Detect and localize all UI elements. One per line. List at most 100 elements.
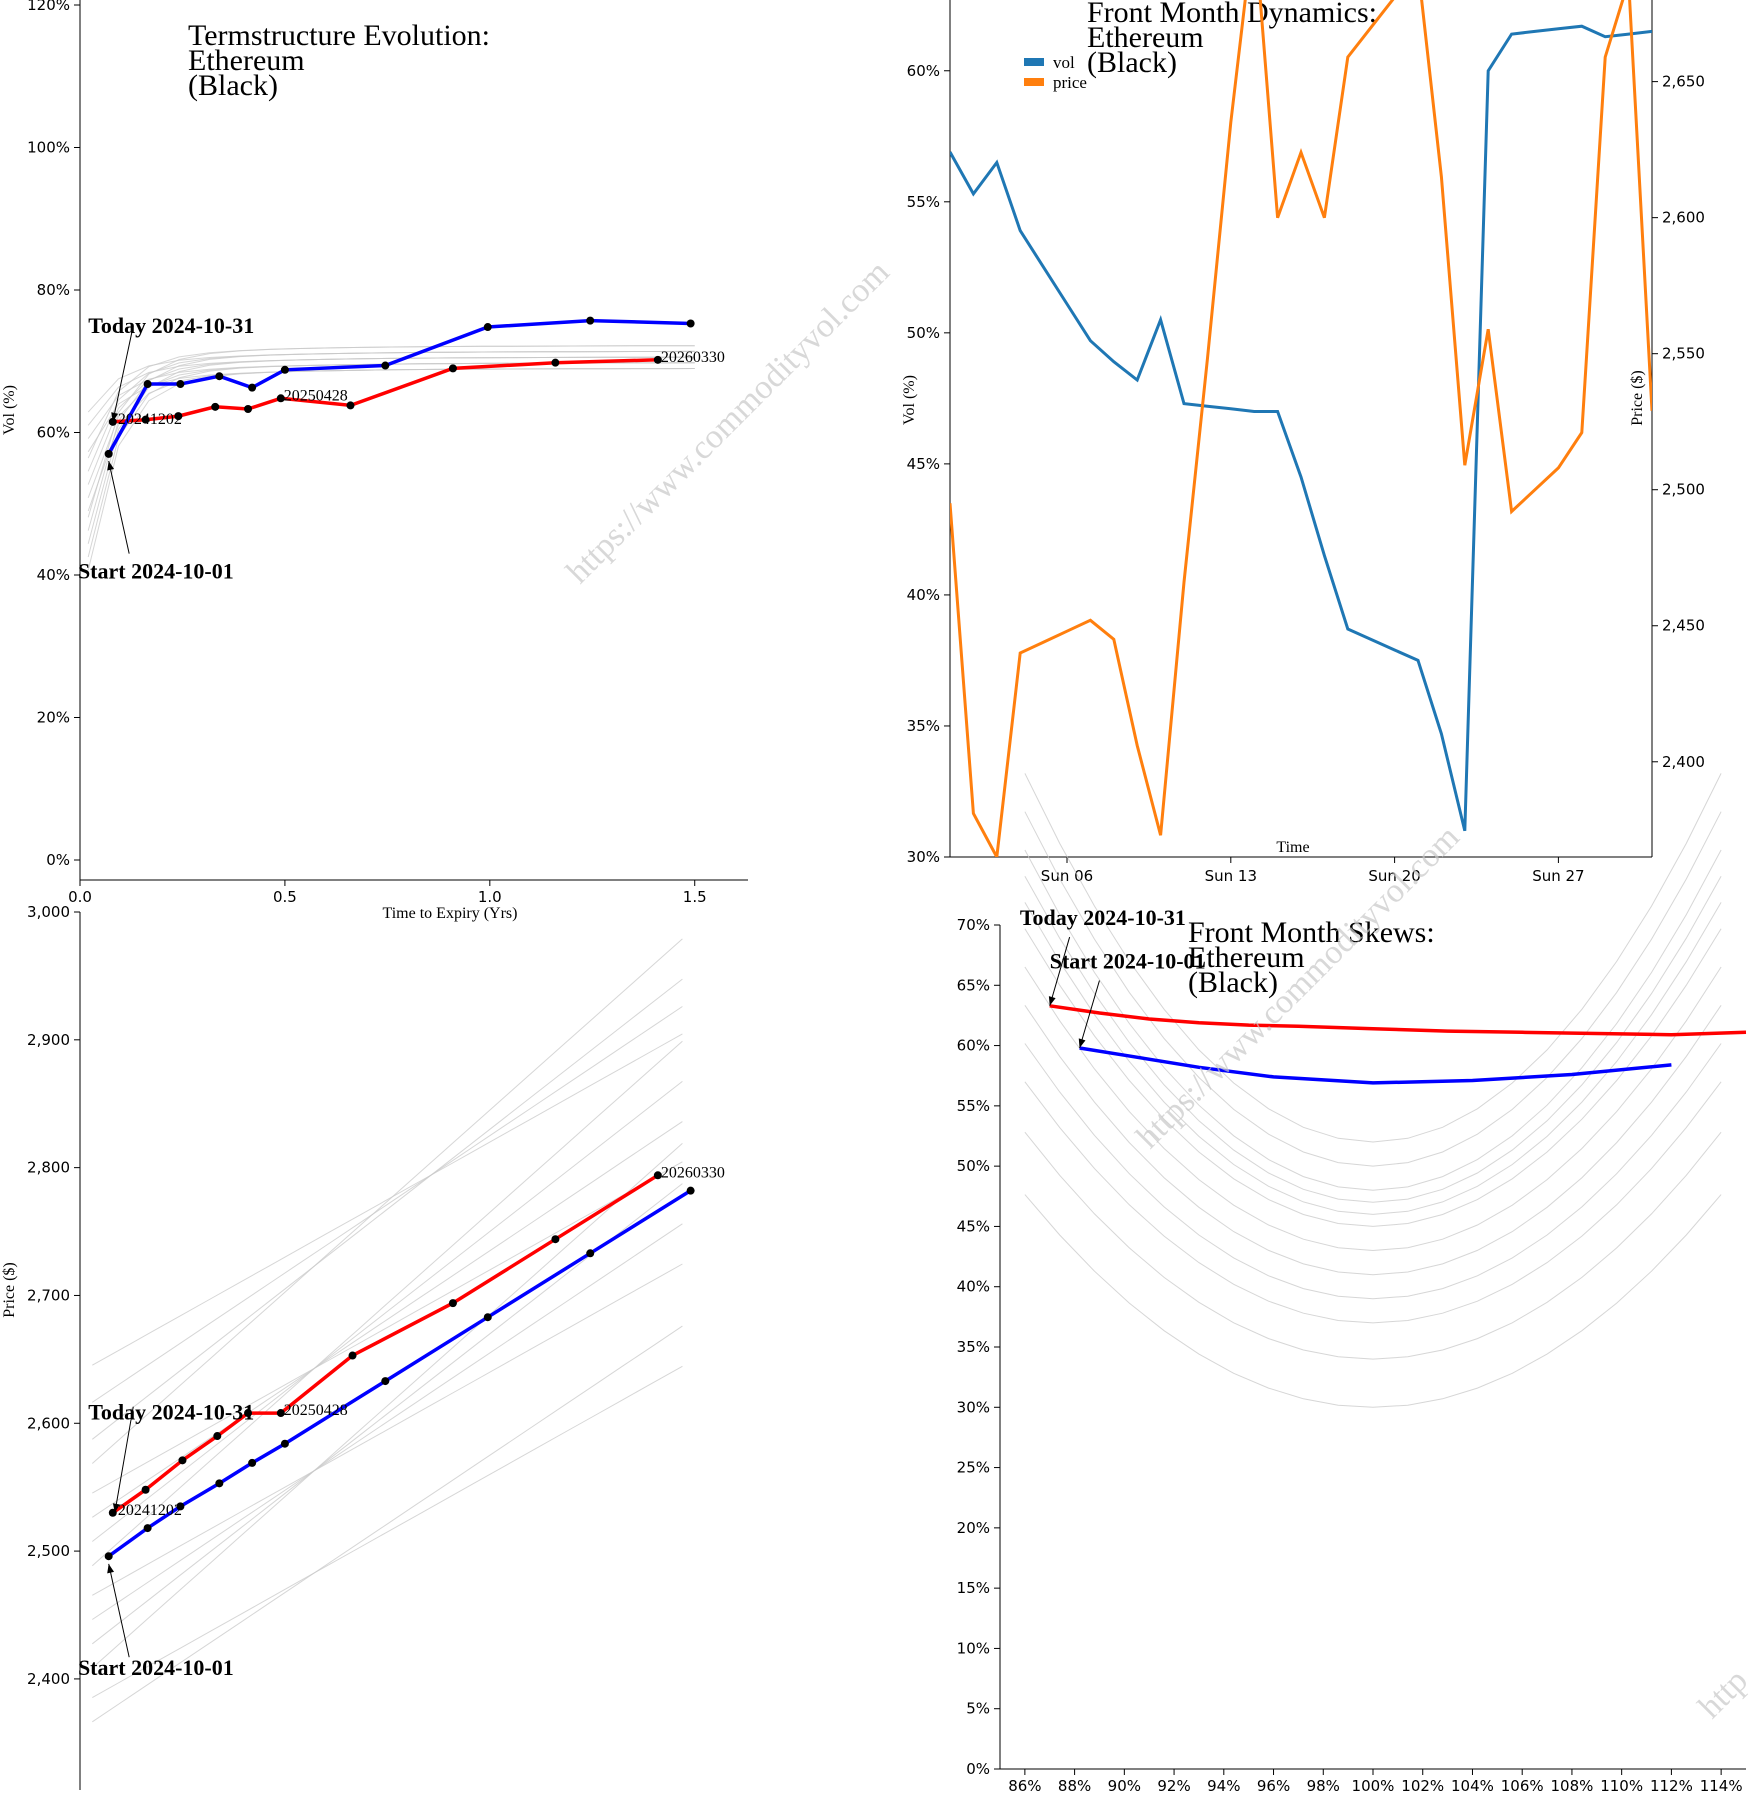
skews-annotation-arrow-line — [1079, 980, 1100, 1049]
futures-curve-label: 20250428 — [284, 1402, 348, 1419]
termstructure-today-point — [244, 404, 253, 413]
termstructure-ytick-label: 20% — [37, 709, 70, 727]
front-month-ytick-label: 45% — [907, 455, 940, 473]
skews-title-line: Front Month Skews: — [1188, 916, 1435, 949]
termstructure-today-point — [448, 364, 457, 373]
skews-annotation-arrow-line — [1049, 936, 1071, 1006]
termstructure-start-point — [280, 365, 289, 374]
front-month-y2label: Price ($) — [1629, 370, 1646, 426]
skews-history-curve-4 — [1024, 1005, 1722, 1276]
termstructure-xtick-label: 0.0 — [68, 888, 92, 906]
futures-history-curve-3 — [91, 938, 683, 1464]
termstructure-today-point — [276, 394, 285, 403]
front-month-xtick-label: Sun 20 — [1368, 867, 1420, 885]
termstructure-curve-label: 20241202 — [118, 411, 182, 428]
skews-ytick-label: 0% — [966, 1760, 990, 1778]
skews-xtick-label: 100% — [1352, 1777, 1395, 1794]
skews-xtick-label: 86% — [1008, 1777, 1041, 1794]
skews-ytick-label: 60% — [957, 1037, 990, 1055]
termstructure-ytick-label: 120% — [27, 0, 70, 14]
futures-start-point — [215, 1479, 224, 1488]
termstructure-annotation-arrow-line — [108, 460, 130, 554]
termstructure-annotation: Today 2024-10-31 — [88, 313, 254, 338]
skews-ytick-label: 35% — [957, 1338, 990, 1356]
termstructure-ylabel: Vol (%) — [1, 385, 18, 435]
futures-start-point — [381, 1377, 390, 1386]
front-month-title-line: (Black) — [1087, 46, 1177, 79]
futures-ytick-label: 2,800 — [27, 1159, 70, 1177]
termstructure-today-point — [174, 412, 183, 421]
front-month-title-line: Ethereum — [1087, 21, 1204, 54]
futures-ytick-label: 2,400 — [27, 1670, 70, 1688]
termstructure-title-line: Ethereum — [188, 44, 305, 77]
skews-ytick-label: 30% — [957, 1398, 990, 1416]
skews-ytick-label: 5% — [966, 1700, 990, 1718]
front-month-y2tick-label: 2,400 — [1662, 753, 1705, 771]
termstructure-title-line: Termstructure Evolution: — [188, 19, 490, 52]
futures-start-point — [143, 1524, 152, 1533]
skews-history-curve-9 — [1024, 849, 1722, 1191]
futures-annotation-arrow-line — [108, 1563, 130, 1658]
futures-history-curve-9 — [92, 1223, 683, 1620]
skews-xtick-label: 104% — [1451, 1777, 1494, 1794]
watermark: https://www.commodityvol.com — [559, 254, 896, 591]
futures-today-point — [653, 1171, 662, 1180]
termstructure-chart: 0% 20% 40% 60% 80% 100% 120% 0.0 0.5 1.0 1.5 Time t… — [1, 0, 748, 922]
skews-xtick-label: 94% — [1207, 1777, 1240, 1794]
termstructure-curve-label: 20260330 — [661, 349, 725, 366]
front-month-legend-swatch — [1024, 78, 1044, 86]
futures-today-point — [448, 1299, 457, 1308]
skews-title-line: Ethereum — [1188, 941, 1305, 974]
termstructure-ytick-label: 40% — [37, 566, 70, 584]
termstructure-start-point — [686, 319, 695, 328]
termstructure-today-point — [211, 402, 220, 411]
front-month-ylabel: Vol (%) — [901, 375, 918, 425]
skews-annotation: Start 2024-10-01 — [1050, 948, 1206, 973]
front-month-price-line — [950, 0, 1652, 857]
front-month-vol-line — [950, 24, 1652, 832]
futures-annotation: Start 2024-10-01 — [78, 1655, 234, 1680]
futures-history-curve-11 — [91, 1143, 683, 1669]
skews-start-line — [1079, 1046, 1672, 1085]
skews-xtick-label: 108% — [1550, 1777, 1593, 1794]
skews-xtick-label: 102% — [1401, 1777, 1444, 1794]
front-month-title-line: Front Month Dynamics: — [1087, 0, 1377, 29]
termstructure-start-line — [107, 318, 691, 455]
front-month-y2tick-label: 2,600 — [1662, 209, 1705, 227]
futures-history-curve-7 — [91, 1040, 683, 1567]
skews-annotation-arrow-head — [1078, 1038, 1086, 1048]
futures-ytick-label: 2,700 — [27, 1286, 70, 1304]
termstructure-today-point — [141, 415, 150, 424]
futures-annotation-arrow-head — [112, 1503, 120, 1513]
futures-today-point — [213, 1432, 222, 1441]
skews-ytick-label: 20% — [957, 1519, 990, 1537]
termstructure-xtick-label: 0.5 — [273, 888, 297, 906]
termstructure-start-point — [104, 449, 113, 458]
futures-today-point — [551, 1235, 560, 1244]
skews-history-curve-2 — [1024, 1081, 1722, 1324]
futures-history-curve-2 — [91, 978, 683, 1440]
skews-annotation-arrow-head — [1048, 996, 1056, 1006]
termstructure-start-point — [215, 372, 224, 381]
termstructure-ytick-label: 80% — [37, 281, 70, 299]
futures-history-curve-13 — [92, 1325, 683, 1723]
front-month-legend-label: vol — [1053, 53, 1075, 72]
skews-history-curve-6 — [1024, 928, 1722, 1227]
front-month-legend-swatch — [1024, 58, 1044, 66]
skews-history-curve-11 — [1024, 773, 1722, 1143]
futures-today-point — [276, 1409, 285, 1418]
termstructure-annotation: Start 2024-10-01 — [78, 559, 234, 584]
termstructure-xtick-label: 1.5 — [683, 888, 707, 906]
futures-start-point — [686, 1186, 695, 1195]
futures-curve-label: 20260330 — [661, 1164, 725, 1181]
front-month-legend-label: price — [1053, 73, 1087, 92]
skews-ytick-label: 55% — [957, 1097, 990, 1115]
futures-start-point — [586, 1249, 595, 1258]
skews-xtick-label: 98% — [1307, 1777, 1340, 1794]
futures-start-point — [483, 1313, 492, 1322]
skews-ytick-label: 25% — [957, 1459, 990, 1477]
futures-history-curve-4 — [92, 1161, 683, 1494]
termstructure-start-point — [143, 380, 152, 389]
skews-ytick-label: 45% — [957, 1217, 990, 1235]
watermark-fragment: http — [1691, 1662, 1752, 1726]
